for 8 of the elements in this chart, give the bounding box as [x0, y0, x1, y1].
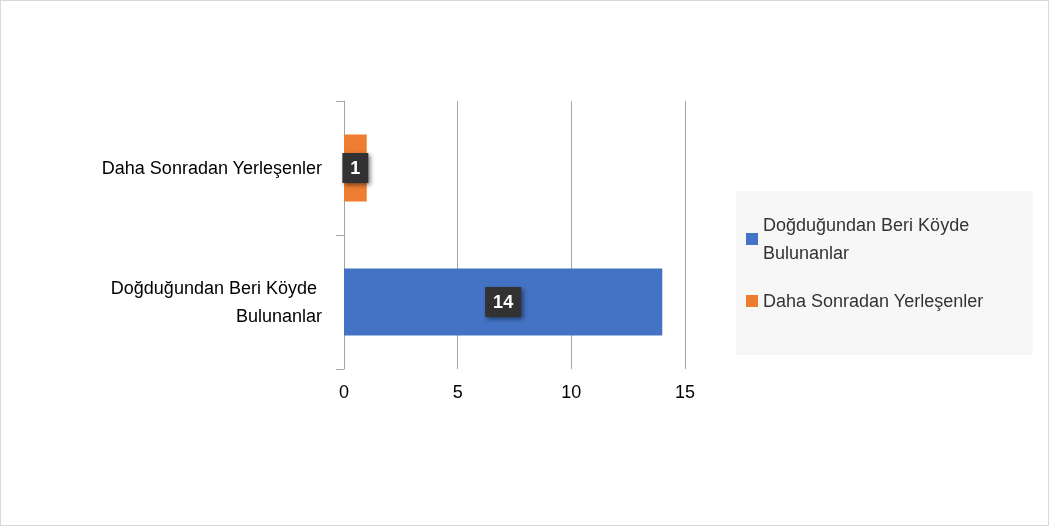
x-tick-label: 15: [674, 382, 696, 402]
x-tick-label: 10: [561, 382, 582, 402]
x-tick-label: 0: [338, 382, 350, 402]
x-tick-label: 5: [452, 382, 463, 402]
data-label: 14: [493, 292, 514, 312]
legend-label: Doğduğundan Beri Köyde Bulunanlar: [763, 215, 975, 263]
legend-label: Daha Sonradan Yerleşenler: [763, 291, 984, 311]
data-label: 1: [350, 158, 361, 178]
